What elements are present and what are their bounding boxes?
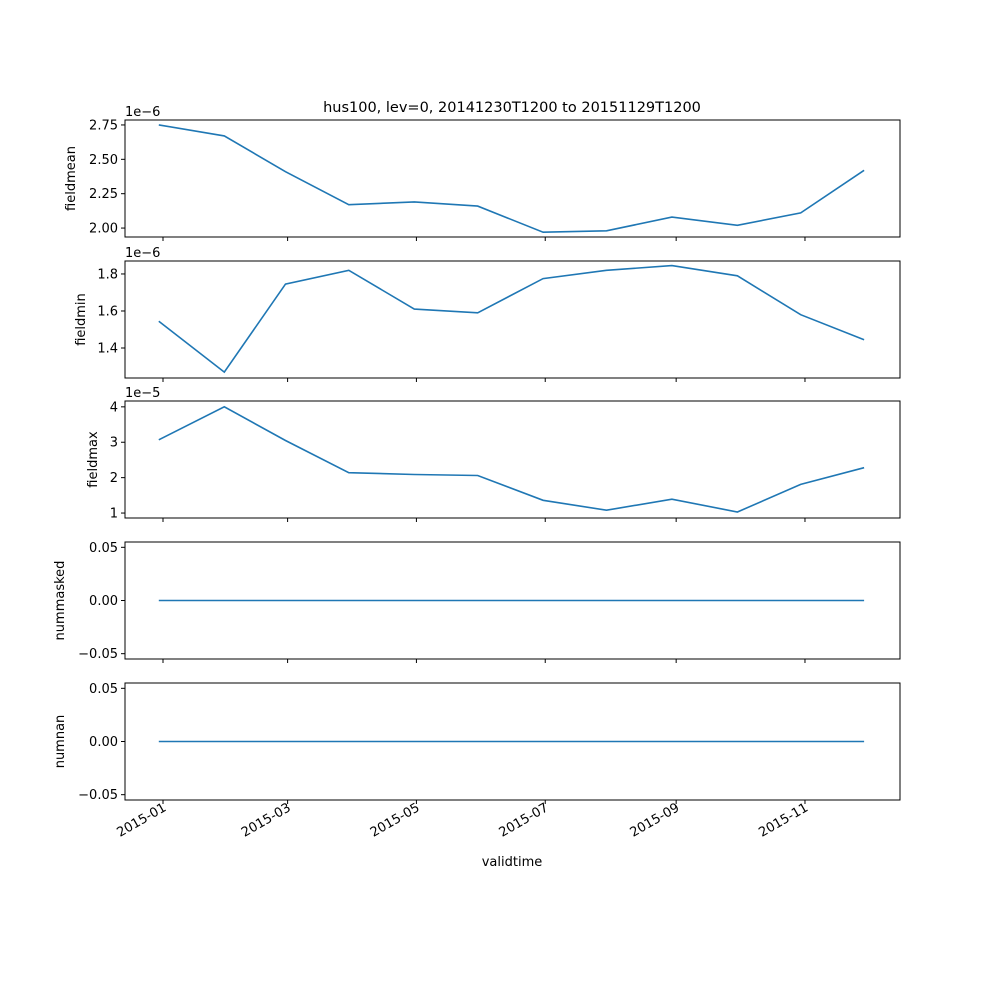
y-tick-label: 1.4 [97, 342, 118, 357]
axes-background [125, 261, 900, 378]
y-tick-label: 3 [110, 436, 118, 451]
y-tick-label: 0.05 [89, 682, 118, 697]
y-axis-label-fieldmin: fieldmin [74, 293, 89, 346]
chart-title: hus100, lev=0, 20141230T1200 to 20151129… [323, 100, 701, 116]
x-axis-label: validtime [482, 855, 543, 870]
y-tick-label: 4 [110, 400, 118, 415]
y-tick-label: 2 [110, 471, 118, 486]
y-tick-label: 0.00 [89, 594, 118, 609]
panel-fieldmax: 1 2 3 4 fieldmax 1e−5 [86, 386, 901, 522]
y-axis-label-fieldmax: fieldmax [86, 431, 101, 488]
y-axis-label-fieldmean: fieldmean [64, 146, 79, 211]
y-offset-label: 1e−5 [125, 386, 160, 401]
y-axis-label-nummasked: nummasked [53, 561, 68, 641]
axes-background [125, 401, 900, 518]
y-tick-label: 1 [110, 507, 118, 522]
axes-frame [124, 400, 901, 519]
y-tick-label: 2.75 [89, 118, 118, 133]
y-tick-label: 2.25 [89, 187, 118, 202]
panel-fieldmin: 1.4 1.6 1.8 fieldmin 1e−6 [74, 246, 901, 382]
y-tick-label: 1.6 [97, 304, 118, 319]
y-tick-label: 2.50 [89, 153, 118, 168]
axes-frame [124, 119, 901, 238]
y-tick-label: 1.8 [97, 267, 118, 282]
y-tick-label: 0.05 [89, 541, 118, 556]
y-tick-label: 2.00 [89, 222, 118, 237]
series-line-fieldmin [158, 264, 865, 374]
series-line-fieldmax [158, 405, 865, 513]
axes-frame [124, 260, 901, 379]
axes-background [125, 120, 900, 237]
panel-fieldmean: 2.00 2.25 2.50 2.75 fieldmean 1e−6 [64, 105, 901, 241]
y-tick-label: 0.00 [89, 735, 118, 750]
y-tick-label: −0.05 [78, 788, 118, 803]
y-tick-label: −0.05 [78, 647, 118, 662]
y-axis-label-numnan: numnan [53, 715, 68, 769]
y-offset-label: 1e−6 [125, 105, 160, 120]
series-line-fieldmean [158, 124, 865, 234]
y-offset-label: 1e−6 [125, 246, 160, 261]
panel-nummasked: −0.05 0.00 0.05 nummasked [53, 541, 901, 663]
